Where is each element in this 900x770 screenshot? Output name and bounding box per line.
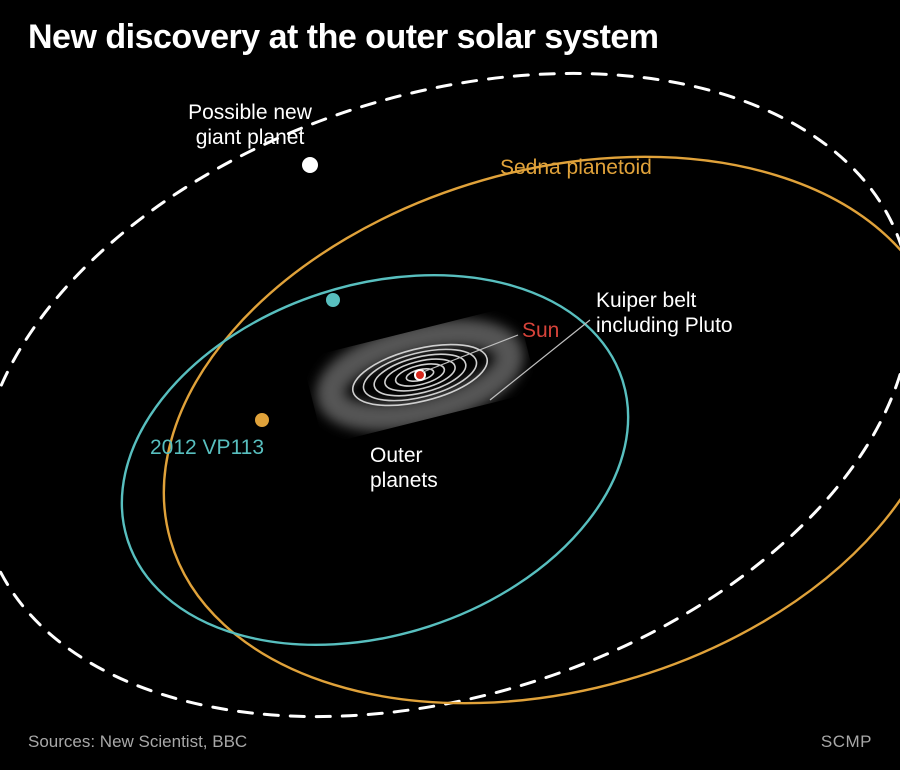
sources-credit: Sources: New Scientist, BBC [28,732,247,752]
label-new-giant-planet: Possible new giant planet [150,100,350,150]
label-sun: Sun [522,318,559,343]
solar-system-diagram [0,0,900,770]
publisher-credit: SCMP [821,732,872,752]
label-outer-planets: Outer planets [370,443,438,493]
label-kuiper-belt: Kuiper belt including Pluto [596,288,733,338]
label-sedna-planetoid: Sedna planetoid [500,155,652,180]
label-2012-vp113: 2012 VP113 [150,435,264,460]
